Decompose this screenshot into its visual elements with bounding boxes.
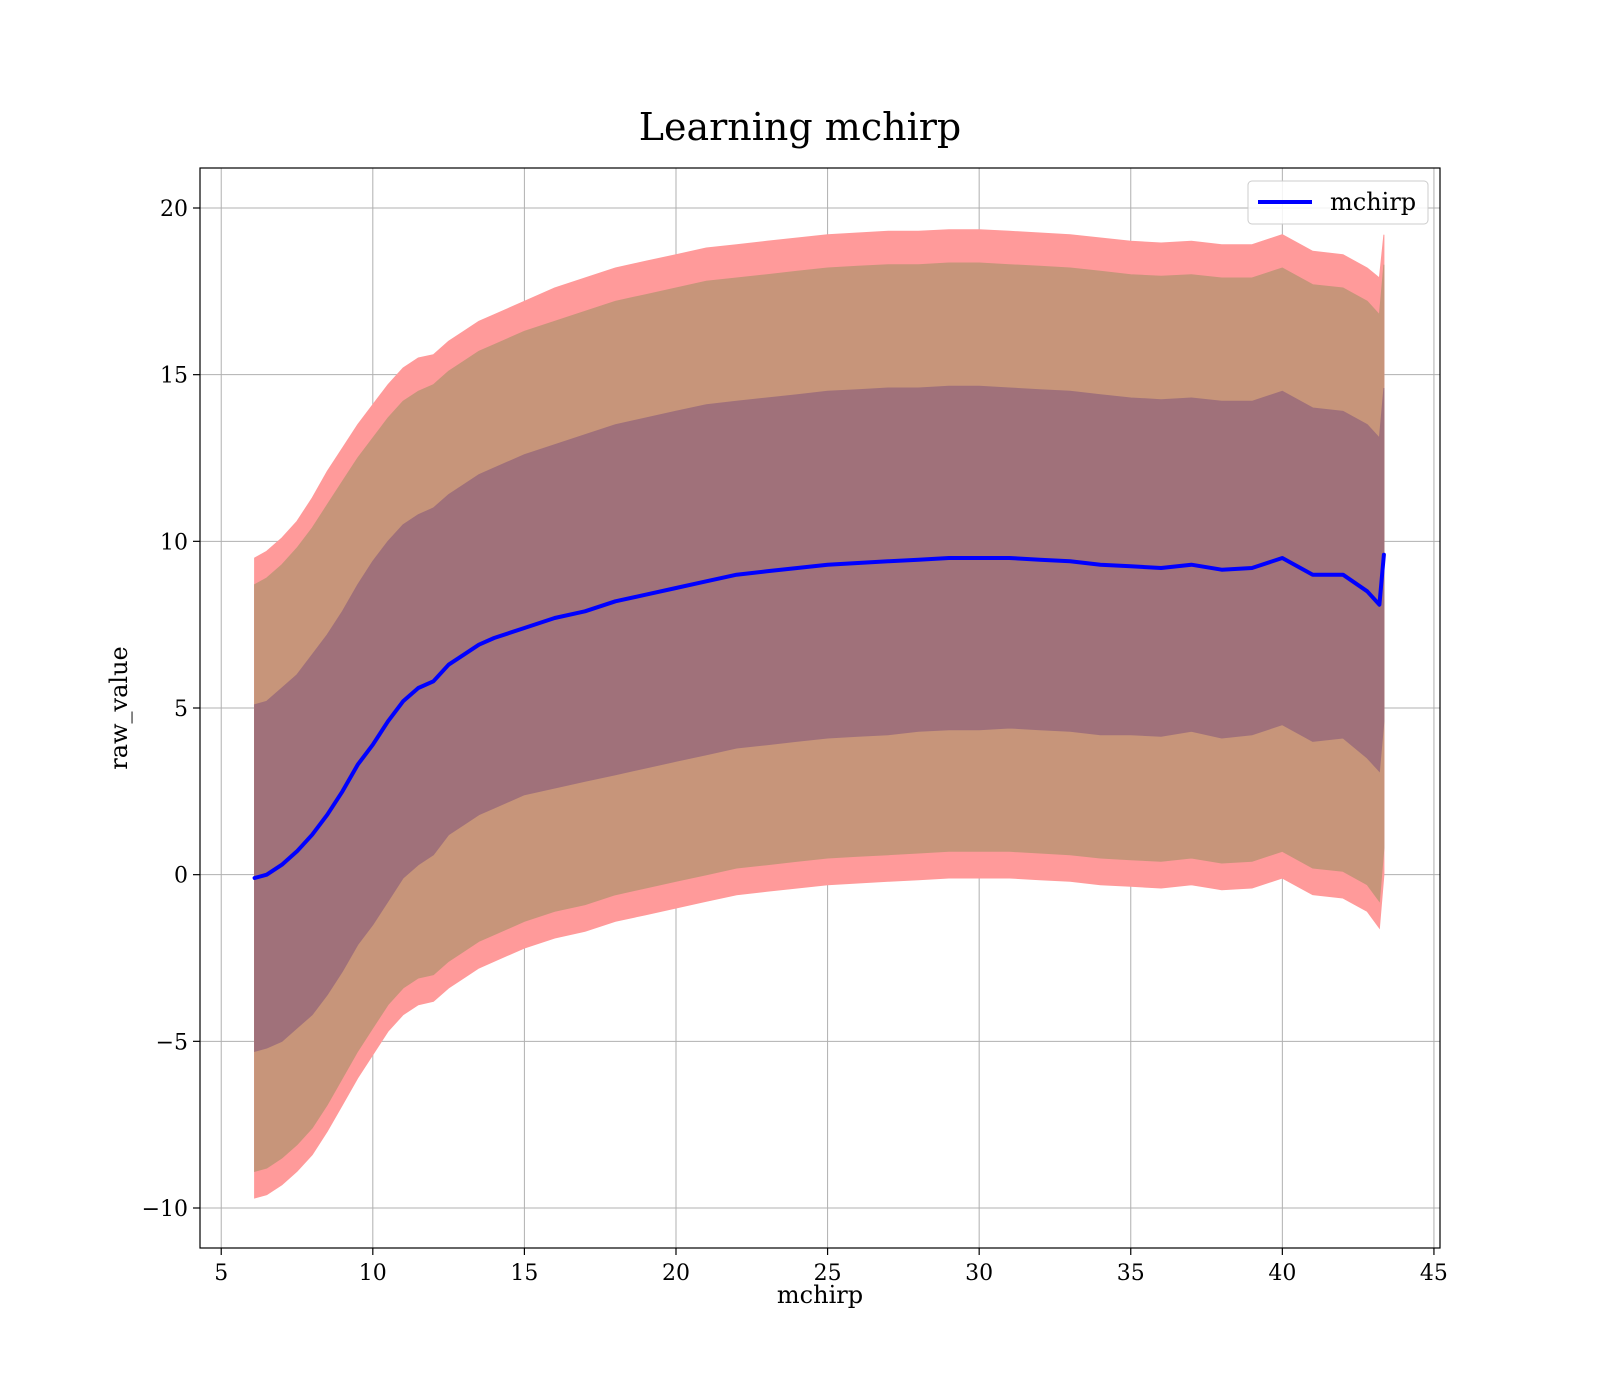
x-tick-label-4: 25 [814, 1261, 842, 1286]
band-inner [254, 385, 1385, 1052]
y-tick-label-2: 0 [174, 864, 188, 889]
y-tick-label-5: 15 [160, 364, 188, 389]
y-axis-ticks: −10 −5 0 5 10 15 20 [142, 197, 200, 1222]
y-tick-label-4: 10 [160, 530, 188, 555]
legend: mchirp [1247, 180, 1429, 225]
chart-title: Learning mchirp [639, 105, 961, 149]
x-axis-ticks: 5 10 15 20 25 30 35 40 45 [214, 1248, 1448, 1286]
x-tick-label-1: 10 [359, 1261, 387, 1286]
x-axis-label: mchirp [777, 1281, 863, 1309]
x-tick-label-3: 20 [662, 1261, 690, 1286]
x-tick-label-6: 35 [1117, 1261, 1145, 1286]
y-tick-label-6: 20 [160, 197, 188, 222]
y-tick-label-1: −5 [156, 1030, 188, 1055]
y-tick-label-3: 5 [174, 697, 188, 722]
uncertainty-bands [254, 229, 1385, 1199]
y-axis-label: raw_value [105, 646, 133, 770]
series-lines [252, 552, 1386, 880]
legend-box [1247, 180, 1429, 225]
x-tick-label-5: 30 [965, 1261, 993, 1286]
y-tick-label-0: −10 [142, 1197, 188, 1222]
x-tick-label-8: 45 [1420, 1261, 1448, 1286]
series-line-0 [252, 552, 1386, 880]
x-tick-label-0: 5 [214, 1261, 228, 1286]
x-tick-label-2: 15 [510, 1261, 538, 1286]
legend-label-mchirp: mchirp [1330, 188, 1416, 216]
x-tick-label-7: 40 [1268, 1261, 1296, 1286]
